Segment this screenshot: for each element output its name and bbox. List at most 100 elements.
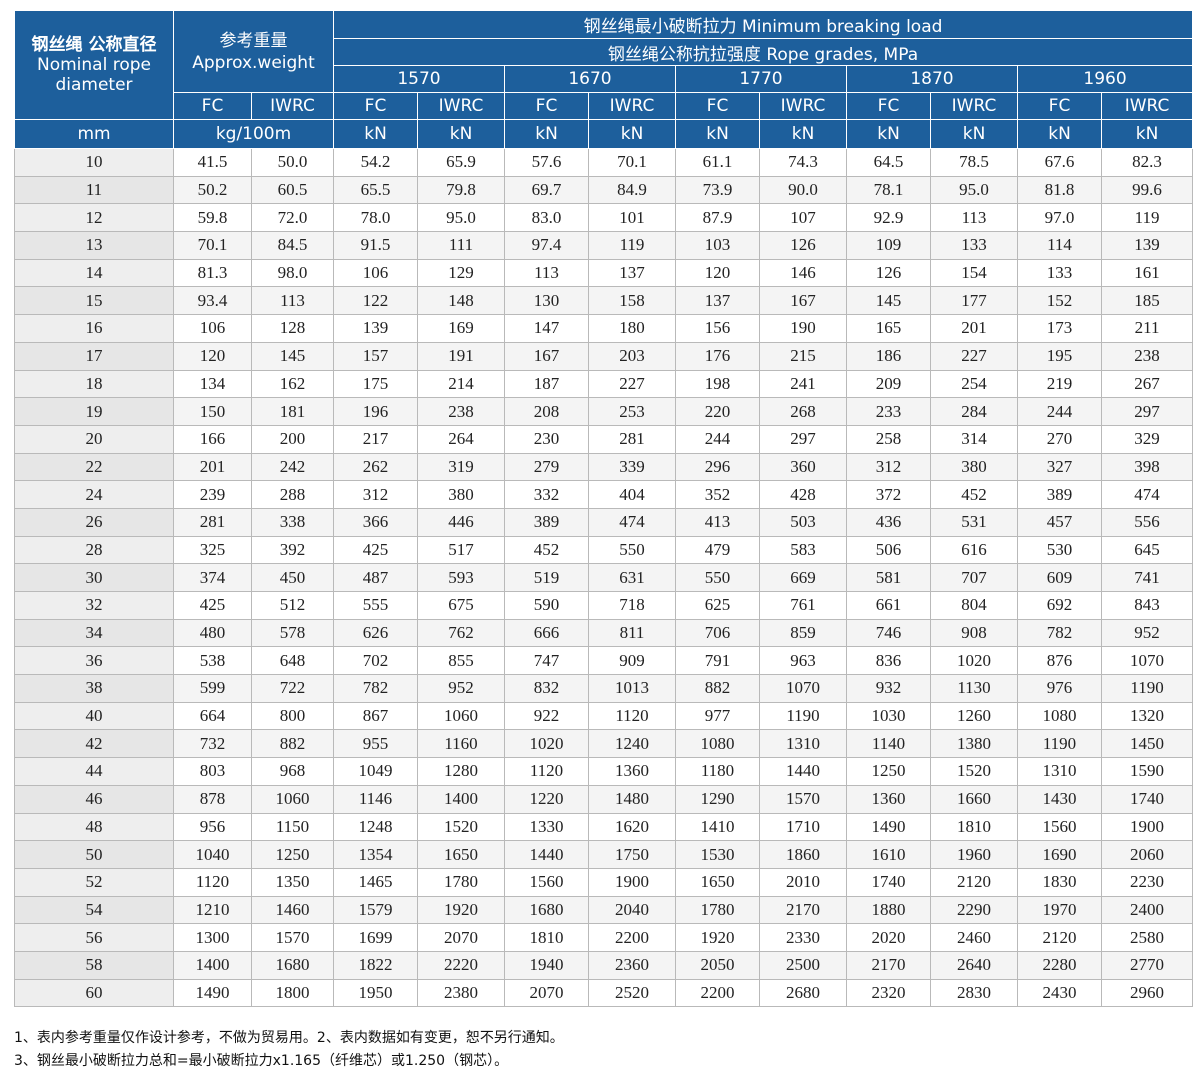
value-cell: 1310 — [759, 729, 847, 759]
value-cell: 152 — [1017, 286, 1102, 316]
value-cell: 1740 — [846, 867, 931, 897]
value-cell: 1210 — [173, 895, 252, 925]
diameter-cell: 44 — [14, 757, 174, 786]
table-row: 60 1490 1800 1950 2380 2070 2520 2200 2680 2320 28… — [14, 978, 1194, 1008]
unit-kn: kN — [588, 119, 676, 149]
value-cell: 506 — [846, 535, 931, 565]
value-cell: 1070 — [1100, 646, 1194, 676]
value-cell: 1960 — [930, 840, 1018, 869]
value-cell: 1460 — [251, 895, 334, 925]
value-cell: 187 — [504, 369, 589, 399]
value-cell: 446 — [417, 507, 505, 537]
value-cell: 2120 — [1017, 923, 1102, 952]
core-fc-header: FC — [333, 92, 418, 120]
value-cell: 392 — [251, 535, 334, 565]
value-cell: 2230 — [1100, 867, 1194, 897]
value-cell: 1250 — [251, 840, 334, 869]
value-cell: 81.3 — [173, 258, 252, 288]
value-cell: 185 — [1100, 286, 1194, 316]
value-cell: 227 — [930, 341, 1018, 371]
value-cell: 374 — [173, 563, 252, 592]
value-cell: 882 — [251, 729, 334, 759]
diameter-cell: 60 — [14, 978, 174, 1008]
core-fc-header: FC — [846, 92, 931, 120]
value-cell: 661 — [846, 591, 931, 620]
value-cell: 956 — [173, 812, 252, 842]
value-cell: 83.0 — [504, 203, 589, 233]
value-cell: 244 — [1017, 397, 1102, 426]
diameter-cell: 48 — [14, 812, 174, 842]
diameter-cell: 46 — [14, 784, 174, 814]
value-cell: 319 — [417, 452, 505, 482]
value-cell: 1620 — [588, 812, 676, 842]
value-cell: 479 — [675, 535, 760, 565]
value-cell: 1120 — [504, 757, 589, 786]
value-cell: 609 — [1017, 563, 1102, 592]
grade-1770-header: 1770 — [675, 65, 847, 93]
value-cell: 452 — [930, 480, 1018, 509]
value-cell: 2680 — [759, 978, 847, 1008]
value-cell: 200 — [251, 424, 334, 454]
value-cell: 1020 — [930, 646, 1018, 676]
value-cell: 1750 — [588, 840, 676, 869]
diameter-header-en: Nominal rope diameter — [37, 55, 151, 95]
value-cell: 2830 — [930, 978, 1018, 1008]
value-cell: 1320 — [1100, 701, 1194, 731]
value-cell: 1300 — [173, 923, 252, 952]
value-cell: 480 — [173, 618, 252, 648]
value-cell: 746 — [846, 618, 931, 648]
diameter-cell: 58 — [14, 950, 174, 980]
value-cell: 1520 — [417, 812, 505, 842]
value-cell: 98.0 — [251, 258, 334, 288]
value-cell: 1680 — [251, 950, 334, 980]
value-cell: 196 — [333, 397, 418, 426]
value-cell: 550 — [588, 535, 676, 565]
value-cell: 329 — [1100, 424, 1194, 454]
value-cell: 2580 — [1100, 923, 1194, 952]
value-cell: 1220 — [504, 784, 589, 814]
value-cell: 281 — [588, 424, 676, 454]
value-cell: 512 — [251, 591, 334, 620]
diameter-cell: 38 — [14, 674, 174, 703]
value-cell: 1970 — [1017, 895, 1102, 925]
value-cell: 126 — [759, 231, 847, 260]
diameter-cell: 17 — [14, 341, 174, 371]
core-iwrc-header: IWRC — [588, 92, 676, 120]
value-cell: 389 — [504, 507, 589, 537]
value-cell: 134 — [173, 369, 252, 399]
value-cell: 2120 — [930, 867, 1018, 897]
value-cell: 2040 — [588, 895, 676, 925]
value-cell: 800 — [251, 701, 334, 731]
value-cell: 338 — [251, 507, 334, 537]
footnote-line: 3、钢丝最小破断拉力总和=最小破断拉力x1.165（纤维芯）或1.250（钢芯）… — [14, 1053, 509, 1069]
value-cell: 352 — [675, 480, 760, 509]
table-row: 56 1300 1570 1699 2070 1810 2200 1920 2330 2020 24… — [14, 923, 1194, 952]
diameter-header: 钢丝绳 公称直径 Nominal rope diameter — [14, 10, 174, 120]
value-cell: 581 — [846, 563, 931, 592]
value-cell: 1690 — [1017, 840, 1102, 869]
value-cell: 267 — [1100, 369, 1194, 399]
value-cell: 165 — [846, 314, 931, 343]
value-cell: 1260 — [930, 701, 1018, 731]
value-cell: 2280 — [1017, 950, 1102, 980]
value-cell: 288 — [251, 480, 334, 509]
value-cell: 54.2 — [333, 148, 418, 177]
value-cell: 1660 — [930, 784, 1018, 814]
grades-header: 钢丝绳公称抗拉强度 Rope grades, MPa — [332, 38, 1194, 66]
table-row: 24 239 288 312 380 332 404 352 428 372 452 389 474 — [14, 480, 1194, 509]
value-cell: 217 — [333, 424, 418, 454]
value-cell: 1610 — [846, 840, 931, 869]
value-cell: 1699 — [333, 923, 418, 952]
value-cell: 129 — [417, 258, 505, 288]
value-cell: 78.5 — [930, 148, 1018, 177]
unit-row: mm kg/100m kN kN kN kN kN kN kN kN kN kN — [14, 119, 1194, 149]
value-cell: 1520 — [930, 757, 1018, 786]
value-cell: 146 — [759, 258, 847, 288]
value-cell: 1440 — [759, 757, 847, 786]
value-cell: 2330 — [759, 923, 847, 952]
value-cell: 1190 — [1017, 729, 1102, 759]
diameter-cell: 42 — [14, 729, 174, 759]
value-cell: 1920 — [675, 923, 760, 952]
value-cell: 1830 — [1017, 867, 1102, 897]
diameter-cell: 52 — [14, 867, 174, 897]
